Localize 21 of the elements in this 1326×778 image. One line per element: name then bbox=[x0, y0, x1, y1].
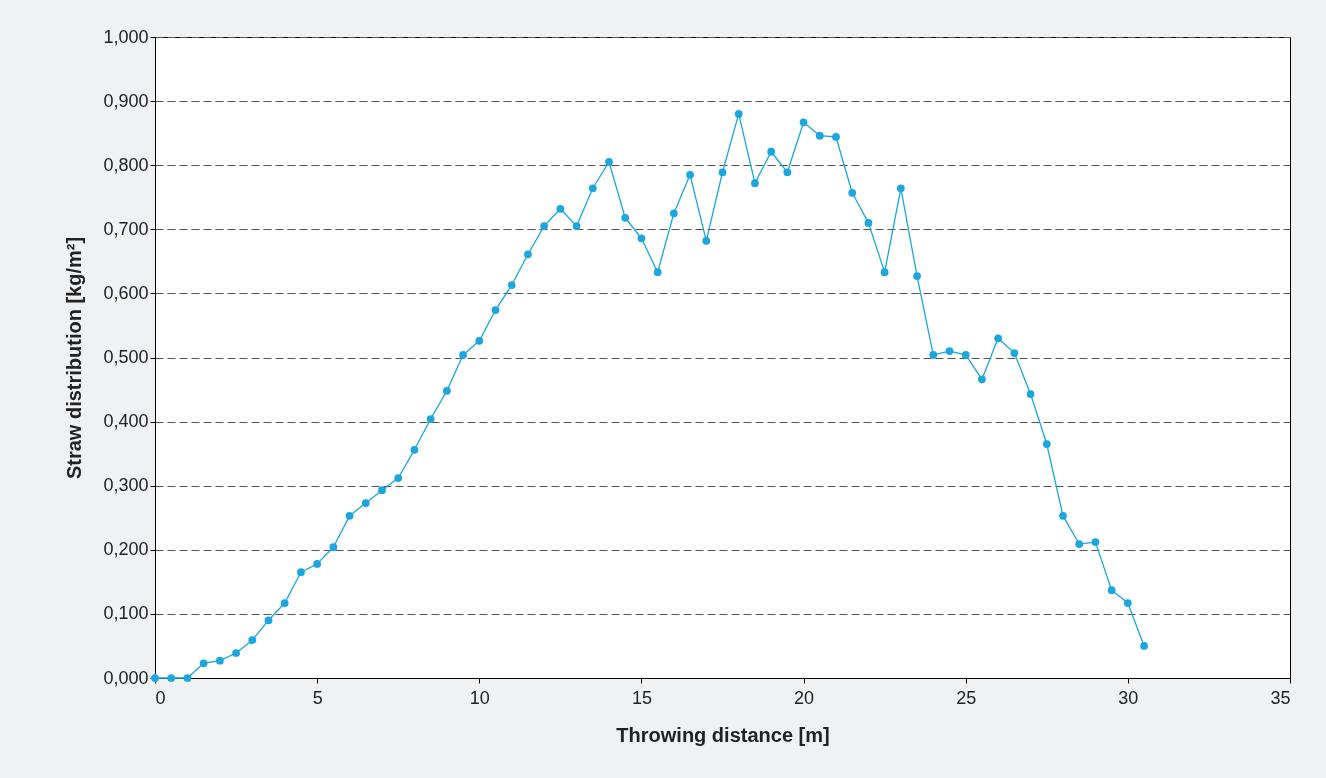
y-tick-label: 0,600 bbox=[103, 282, 149, 303]
y-tick-label: 0,800 bbox=[103, 154, 149, 175]
y-tick-label: 1,000 bbox=[103, 26, 149, 47]
y-axis-title: Straw distribution [kg/m²] bbox=[63, 236, 86, 480]
x-tick-label: 35 bbox=[1270, 687, 1291, 708]
x-tick-label: 15 bbox=[631, 687, 652, 708]
x-tick-label: 25 bbox=[956, 687, 977, 708]
x-tick-label: 10 bbox=[469, 687, 490, 708]
y-tick-label: 0,900 bbox=[103, 90, 149, 111]
y-tick-label: 0,100 bbox=[103, 603, 149, 624]
y-tick-label: 0,300 bbox=[103, 475, 149, 496]
y-tick-label: 0,500 bbox=[103, 347, 149, 367]
y-tick-label: 0,000 bbox=[103, 667, 149, 688]
x-tick-label: 5 bbox=[312, 687, 323, 708]
x-tick-label: 20 bbox=[794, 687, 815, 708]
y-tick-label: 0,700 bbox=[103, 218, 149, 239]
y-tick-label: 0,200 bbox=[103, 539, 149, 560]
x-tick-label: 0 bbox=[155, 687, 166, 708]
x-axis-title: Throwing distance [m] bbox=[616, 723, 830, 746]
y-tick-label: 0,400 bbox=[103, 411, 149, 432]
x-tick-label: 30 bbox=[1118, 687, 1139, 708]
